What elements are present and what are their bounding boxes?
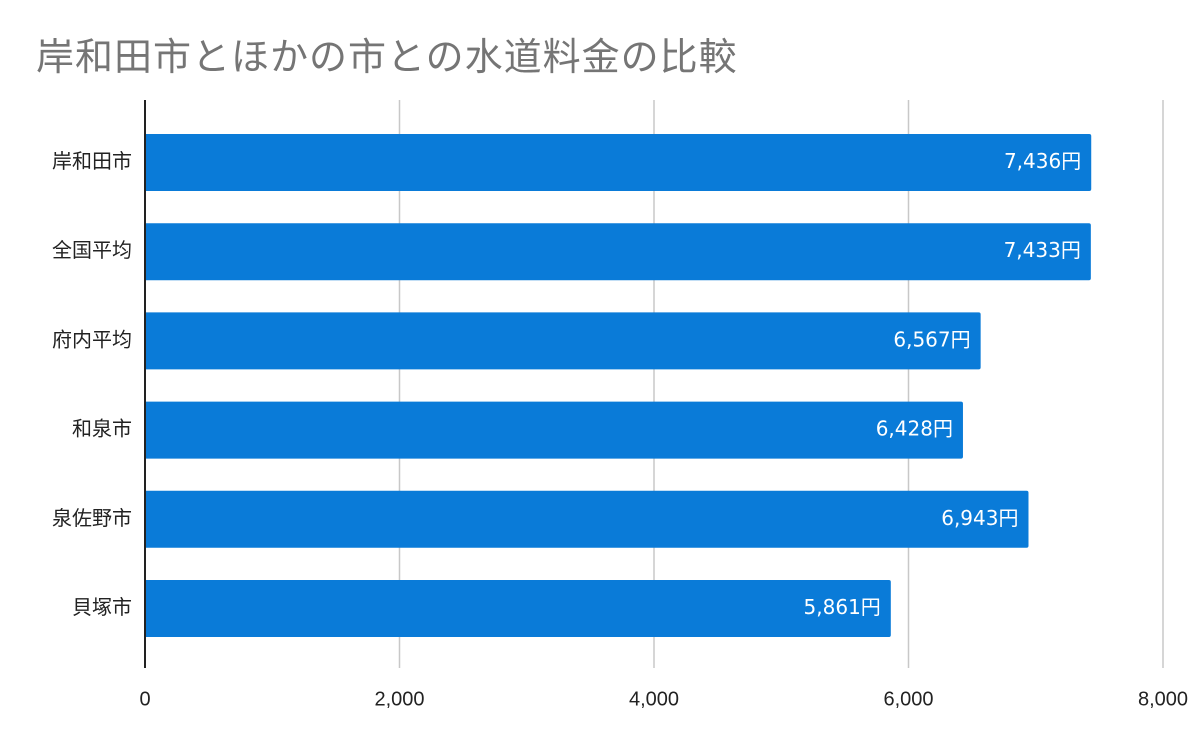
data-label: 7,433円 xyxy=(1004,238,1081,262)
chart-title: 岸和田市とほかの市との水道料金の比較 xyxy=(36,35,738,79)
category-label: 岸和田市 xyxy=(52,149,132,173)
x-tick-label: 2,000 xyxy=(374,688,424,710)
bar-5 xyxy=(145,490,1029,548)
data-label: 6,943円 xyxy=(941,506,1018,530)
category-label: 和泉市 xyxy=(72,417,132,441)
bar-6 xyxy=(145,580,891,637)
category-label: 貝塚市 xyxy=(72,595,132,619)
gridlines xyxy=(398,100,1164,668)
data-label: 6,567円 xyxy=(893,327,970,351)
bar-2 xyxy=(145,223,1091,281)
x-tick-label: 8,000 xyxy=(1138,688,1188,710)
data-label: 6,428円 xyxy=(876,417,953,441)
data-label: 5,861円 xyxy=(804,595,881,619)
category-label: 全国平均 xyxy=(52,238,132,262)
bar-1 xyxy=(145,134,1092,191)
bar-3 xyxy=(145,312,981,370)
x-tick-label: 6,000 xyxy=(883,688,933,710)
data-label: 7,436円 xyxy=(1004,149,1081,173)
category-label: 泉佐野市 xyxy=(52,506,132,530)
x-tick-label: 0 xyxy=(139,688,150,710)
x-tick-label: 4,000 xyxy=(629,688,679,710)
category-label: 府内平均 xyxy=(52,327,132,351)
bars xyxy=(145,134,1092,637)
bar-4 xyxy=(145,401,963,459)
